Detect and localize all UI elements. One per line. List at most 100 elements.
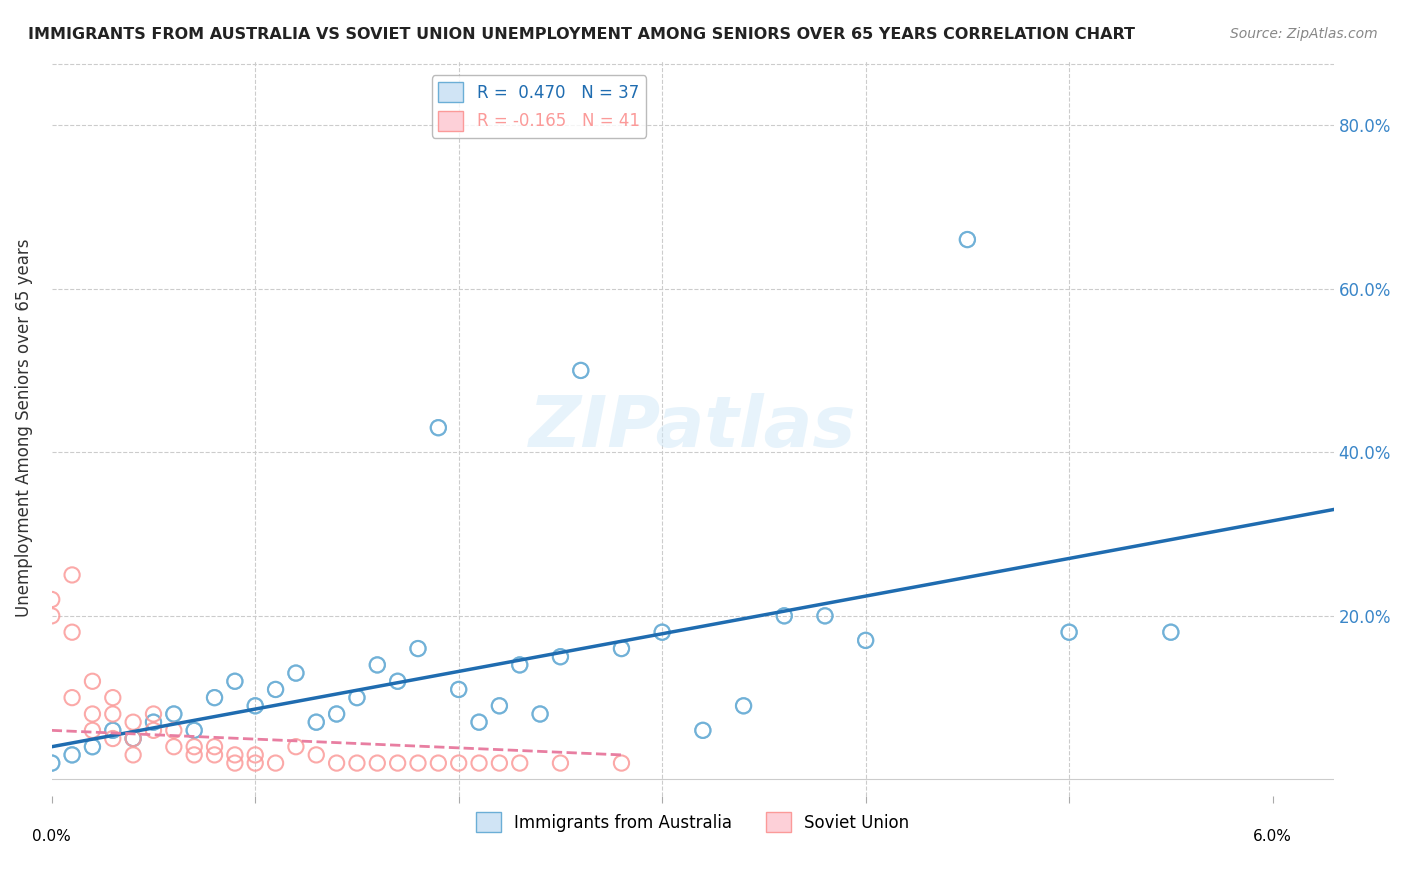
Point — [82, 723, 104, 738]
Point — [325, 706, 347, 721]
Point — [41, 608, 63, 623]
Point — [346, 756, 368, 770]
Point — [163, 739, 186, 754]
Point — [183, 723, 205, 738]
Point — [427, 420, 450, 434]
Point — [163, 723, 186, 738]
Point — [284, 739, 307, 754]
Point — [366, 756, 388, 770]
Point — [122, 747, 145, 762]
Point — [82, 674, 104, 689]
Point — [305, 715, 328, 730]
Point — [204, 690, 226, 705]
Point — [264, 682, 287, 697]
Point — [101, 690, 124, 705]
Point — [101, 706, 124, 721]
Point — [183, 747, 205, 762]
Point — [204, 747, 226, 762]
Point — [406, 641, 429, 656]
Point — [183, 723, 205, 738]
Point — [82, 739, 104, 754]
Point — [406, 641, 429, 656]
Point — [488, 698, 510, 713]
Text: ZIPatlas: ZIPatlas — [529, 393, 856, 462]
Point — [427, 756, 450, 770]
Point — [366, 657, 388, 672]
Point — [610, 641, 633, 656]
Point — [610, 756, 633, 770]
Point — [60, 690, 83, 705]
Point — [956, 233, 979, 247]
Point — [447, 756, 470, 770]
Point — [325, 706, 347, 721]
Point — [651, 625, 673, 640]
Point — [82, 739, 104, 754]
Point — [163, 706, 186, 721]
Point — [692, 723, 714, 738]
Point — [122, 731, 145, 746]
Point — [550, 649, 572, 664]
Point — [610, 641, 633, 656]
Point — [692, 723, 714, 738]
Text: 0.0%: 0.0% — [32, 829, 72, 844]
Point — [488, 698, 510, 713]
Point — [122, 715, 145, 730]
Point — [60, 747, 83, 762]
Point — [387, 674, 409, 689]
Point — [60, 625, 83, 640]
Point — [101, 723, 124, 738]
Point — [101, 723, 124, 738]
Point — [406, 756, 429, 770]
Point — [550, 649, 572, 664]
Point — [245, 756, 267, 770]
Point — [427, 420, 450, 434]
Point — [305, 715, 328, 730]
Point — [488, 756, 510, 770]
Point — [142, 723, 165, 738]
Point — [509, 657, 531, 672]
Point — [284, 666, 307, 681]
Point — [733, 698, 755, 713]
Point — [204, 690, 226, 705]
Point — [224, 756, 246, 770]
Point — [60, 568, 83, 582]
Point — [163, 706, 186, 721]
Point — [346, 690, 368, 705]
Point — [41, 592, 63, 607]
Point — [773, 608, 796, 623]
Point — [387, 674, 409, 689]
Point — [468, 756, 491, 770]
Point — [41, 756, 63, 770]
Point — [814, 608, 837, 623]
Point — [245, 747, 267, 762]
Legend: Immigrants from Australia, Soviet Union: Immigrants from Australia, Soviet Union — [470, 805, 915, 839]
Point — [183, 739, 205, 754]
Point — [1057, 625, 1080, 640]
Point — [101, 731, 124, 746]
Point — [569, 363, 592, 377]
Point — [468, 715, 491, 730]
Point — [224, 747, 246, 762]
Point — [569, 363, 592, 377]
Point — [284, 666, 307, 681]
Point — [509, 657, 531, 672]
Point — [387, 756, 409, 770]
Point — [142, 706, 165, 721]
Point — [773, 608, 796, 623]
Point — [550, 756, 572, 770]
Point — [855, 633, 877, 648]
Point — [122, 731, 145, 746]
Point — [651, 625, 673, 640]
Point — [245, 698, 267, 713]
Point — [1160, 625, 1182, 640]
Text: IMMIGRANTS FROM AUSTRALIA VS SOVIET UNION UNEMPLOYMENT AMONG SENIORS OVER 65 YEA: IMMIGRANTS FROM AUSTRALIA VS SOVIET UNIO… — [28, 27, 1135, 42]
Point — [305, 747, 328, 762]
Point — [224, 674, 246, 689]
Y-axis label: Unemployment Among Seniors over 65 years: Unemployment Among Seniors over 65 years — [15, 238, 32, 617]
Point — [1160, 625, 1182, 640]
Point — [245, 698, 267, 713]
Point — [204, 739, 226, 754]
Point — [814, 608, 837, 623]
Point — [468, 715, 491, 730]
Point — [142, 715, 165, 730]
